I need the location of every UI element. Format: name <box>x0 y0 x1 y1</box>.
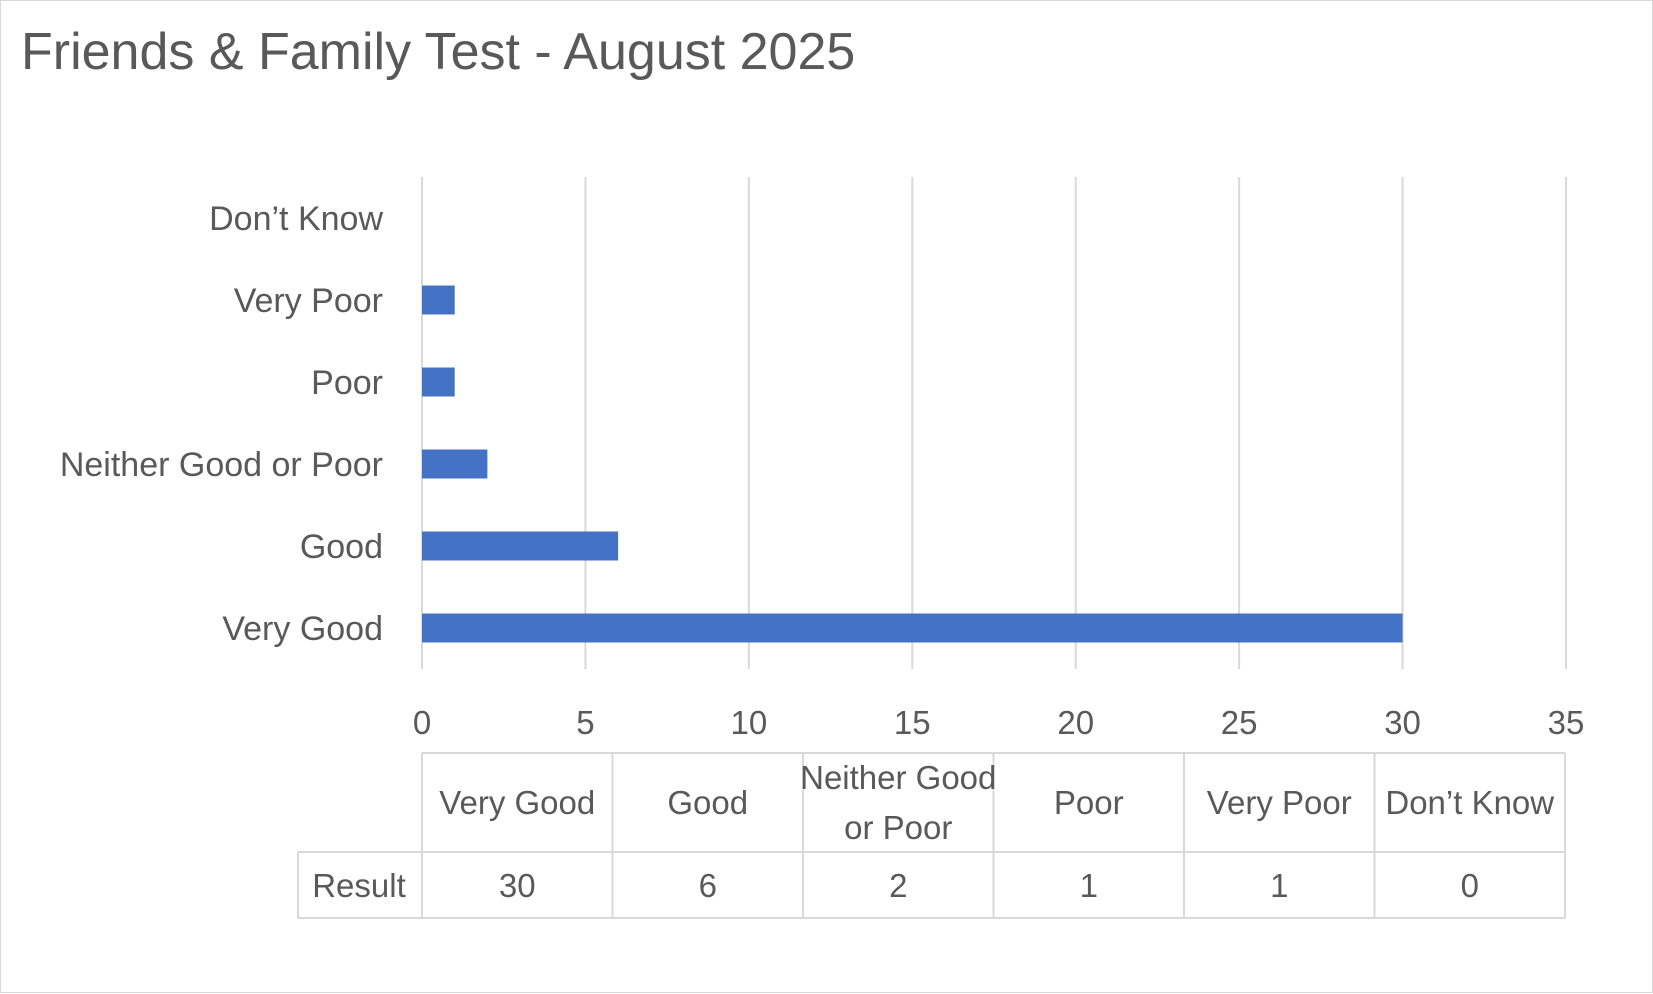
x-tick-label-6: 30 <box>1384 704 1421 741</box>
x-tick-label-3: 15 <box>894 704 931 741</box>
table-value-5: 0 <box>1461 867 1479 904</box>
bars <box>422 285 1403 643</box>
table-header-4: Very Poor <box>1207 784 1352 821</box>
bar-1 <box>422 531 619 561</box>
category-label-0: Very Good <box>222 610 383 648</box>
chart-title: Friends & Family Test - August 2025 <box>21 23 855 81</box>
data-table: Very Good Good Neither Good or Poor Poor Very… <box>297 752 1566 919</box>
x-tick-label-4: 20 <box>1057 704 1094 741</box>
table-value-0: 30 <box>499 867 536 904</box>
table-header-2: Neither Good or Poor <box>800 759 996 846</box>
category-label-1: Good <box>300 528 383 566</box>
x-axis-tick-labels: 0 5 10 15 20 25 30 35 <box>413 704 1585 741</box>
bar-2 <box>422 449 488 479</box>
table-header-5: Don’t Know <box>1385 784 1554 821</box>
table-header-3: Poor <box>1054 784 1124 821</box>
table-header-0: Very Good <box>439 784 595 821</box>
bar-3 <box>422 367 455 397</box>
bar-4 <box>422 285 455 315</box>
x-tick-label-5: 25 <box>1221 704 1258 741</box>
category-label-2: Neither Good or Poor <box>60 446 383 484</box>
grid-lines <box>421 177 1567 669</box>
table-value-1: 6 <box>699 867 717 904</box>
table-header-1: Good <box>667 784 748 821</box>
category-label-3: Poor <box>311 364 383 402</box>
category-label-5: Don’t Know <box>209 200 383 238</box>
category-label-4: Very Poor <box>234 282 383 320</box>
table-row-label: Result <box>312 867 406 904</box>
table-value-4: 1 <box>1270 867 1288 904</box>
category-labels: Very Good Good Neither Good or Poor Poor Ver… <box>60 200 384 648</box>
x-tick-label-1: 5 <box>576 704 594 741</box>
x-tick-label-0: 0 <box>413 704 431 741</box>
table-value-3: 1 <box>1080 867 1098 904</box>
x-tick-label-2: 10 <box>730 704 767 741</box>
table-value-2: 2 <box>889 867 907 904</box>
x-tick-label-7: 35 <box>1548 704 1585 741</box>
bar-0 <box>422 613 1403 643</box>
